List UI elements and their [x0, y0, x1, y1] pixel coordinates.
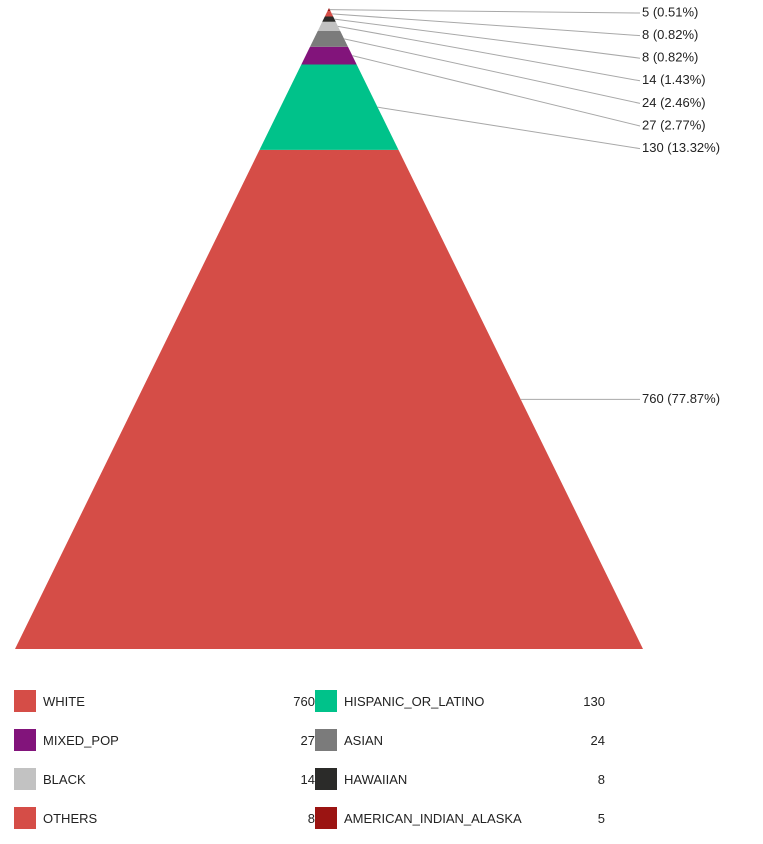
pyramid-segment-black[interactable] — [317, 21, 341, 31]
data-label: 760 (77.87%) — [642, 391, 720, 406]
legend-label: HISPANIC_OR_LATINO — [344, 693, 485, 709]
data-label: 5 (0.51%) — [642, 4, 698, 19]
legend-value: 24 — [590, 732, 605, 748]
data-label: 27 (2.77%) — [642, 117, 706, 132]
pyramid-segment-hispanic-or-latino[interactable] — [259, 64, 399, 150]
legend-swatch — [315, 690, 337, 712]
leader-line — [344, 38, 641, 104]
legend-swatch — [315, 768, 337, 790]
legend-item-american-indian-alaska[interactable]: AMERICAN_INDIAN_ALASKA 5 — [315, 807, 605, 829]
leader-line — [352, 55, 641, 127]
legend-item-asian[interactable]: ASIAN 24 — [315, 729, 605, 751]
legend-swatch — [14, 729, 36, 751]
data-label: 14 (1.43%) — [642, 72, 706, 87]
legend-row: OTHERS 8 AMERICAN_INDIAN_ALASKA 5 — [14, 805, 634, 831]
legend-item-mixed-pop[interactable]: MIXED_POP 27 — [14, 729, 315, 751]
pyramid-segment-mixed-pop[interactable] — [301, 46, 357, 65]
legend-label: MIXED_POP — [43, 732, 119, 748]
legend-label: WHITE — [43, 693, 85, 709]
legend-swatch — [14, 690, 36, 712]
legend-row: MIXED_POP 27 ASIAN 24 — [14, 727, 634, 753]
legend-value: 8 — [597, 771, 605, 787]
pyramid-segment-white[interactable] — [15, 149, 643, 649]
legend: WHITE 760 HISPANIC_OR_LATINO 130 MIXED_P… — [14, 688, 634, 844]
legend-value: 14 — [300, 771, 315, 787]
leader-line — [334, 18, 641, 59]
legend-item-hispanic-or-latino[interactable]: HISPANIC_OR_LATINO 130 — [315, 690, 605, 712]
legend-value: 760 — [293, 693, 315, 709]
pyramid-segment-american-indian-alaska[interactable] — [327, 8, 331, 12]
pyramid-segment-hawaiian[interactable] — [322, 16, 336, 22]
legend-row: WHITE 760 HISPANIC_OR_LATINO 130 — [14, 688, 634, 714]
legend-swatch — [14, 768, 36, 790]
legend-value: 8 — [307, 810, 315, 826]
legend-swatch — [14, 807, 36, 829]
legend-item-white[interactable]: WHITE 760 — [14, 690, 315, 712]
legend-label: HAWAIIAN — [344, 771, 408, 787]
pyramid-chart: 5 (0.51%) 8 (0.82%) 8 (0.82%) 14 (1.43%) 24 … — [15, 4, 720, 649]
leader-line — [377, 106, 641, 150]
leader-line — [329, 9, 641, 14]
legend-row: BLACK 14 HAWAIIAN 8 — [14, 766, 634, 792]
pyramid-segment-asian[interactable] — [310, 30, 348, 47]
legend-swatch — [315, 729, 337, 751]
legend-label: OTHERS — [43, 810, 98, 826]
legend-value: 130 — [583, 693, 605, 709]
legend-swatch — [315, 807, 337, 829]
legend-label: ASIAN — [344, 732, 384, 748]
legend-item-black[interactable]: BLACK 14 — [14, 768, 315, 790]
data-label: 8 (0.82%) — [642, 50, 698, 65]
leader-line — [337, 25, 641, 82]
legend-value: 5 — [597, 810, 605, 826]
pyramid-segment-others[interactable] — [324, 11, 334, 17]
data-label: 8 (0.82%) — [642, 27, 698, 42]
legend-item-hawaiian[interactable]: HAWAIIAN 8 — [315, 768, 605, 790]
legend-label: AMERICAN_INDIAN_ALASKA — [344, 810, 522, 826]
legend-item-others[interactable]: OTHERS 8 — [14, 807, 315, 829]
leader-line — [331, 13, 641, 37]
data-label: 130 (13.32%) — [642, 140, 720, 155]
legend-value: 27 — [300, 732, 315, 748]
legend-label: BLACK — [43, 771, 86, 787]
data-label: 24 (2.46%) — [642, 95, 706, 110]
